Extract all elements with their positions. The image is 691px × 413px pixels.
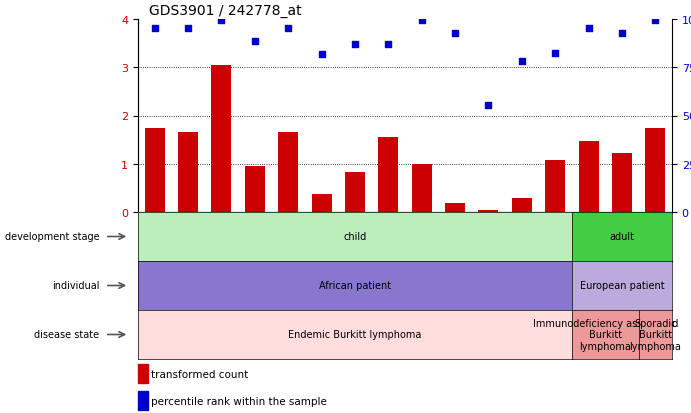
- Point: [316, 51, 327, 58]
- Text: adult: adult: [609, 232, 634, 242]
- Point: [483, 102, 494, 109]
- Point: [249, 38, 261, 45]
- Bar: [312, 194, 332, 212]
- Text: disease state: disease state: [35, 330, 100, 339]
- Point: [149, 25, 160, 32]
- Text: individual: individual: [52, 281, 100, 291]
- Bar: [478, 211, 498, 212]
- Bar: [138, 365, 148, 383]
- Point: [182, 25, 193, 32]
- Point: [283, 25, 294, 32]
- Text: child: child: [343, 232, 366, 242]
- Text: Endemic Burkitt lymphoma: Endemic Burkitt lymphoma: [288, 330, 422, 339]
- Bar: [278, 133, 299, 212]
- Text: African patient: African patient: [319, 281, 391, 291]
- Bar: [445, 204, 465, 212]
- Point: [516, 59, 527, 66]
- Text: percentile rank within the sample: percentile rank within the sample: [151, 396, 328, 406]
- Point: [216, 18, 227, 25]
- Bar: [612, 154, 632, 212]
- Bar: [211, 66, 231, 212]
- Point: [450, 30, 461, 37]
- Bar: [378, 138, 398, 212]
- Bar: [138, 392, 148, 410]
- Point: [650, 18, 661, 25]
- Text: Immunodeficiency associated
Burkitt
lymphoma: Immunodeficiency associated Burkitt lymp…: [533, 318, 678, 351]
- Bar: [178, 133, 198, 212]
- Bar: [645, 128, 665, 212]
- Text: GDS3901 / 242778_at: GDS3901 / 242778_at: [149, 4, 301, 17]
- Point: [416, 18, 427, 25]
- Point: [350, 42, 361, 48]
- Text: transformed count: transformed count: [151, 369, 249, 379]
- Point: [616, 30, 627, 37]
- Bar: [412, 164, 432, 212]
- Bar: [144, 128, 164, 212]
- Text: Sporadic
Burkitt
lymphoma: Sporadic Burkitt lymphoma: [630, 318, 681, 351]
- Bar: [545, 161, 565, 212]
- Bar: [578, 141, 598, 212]
- Text: European patient: European patient: [580, 281, 664, 291]
- Text: development stage: development stage: [5, 232, 100, 242]
- Bar: [345, 173, 365, 212]
- Point: [583, 25, 594, 32]
- Bar: [245, 167, 265, 212]
- Bar: [512, 199, 532, 212]
- Point: [549, 50, 560, 57]
- Point: [383, 42, 394, 48]
